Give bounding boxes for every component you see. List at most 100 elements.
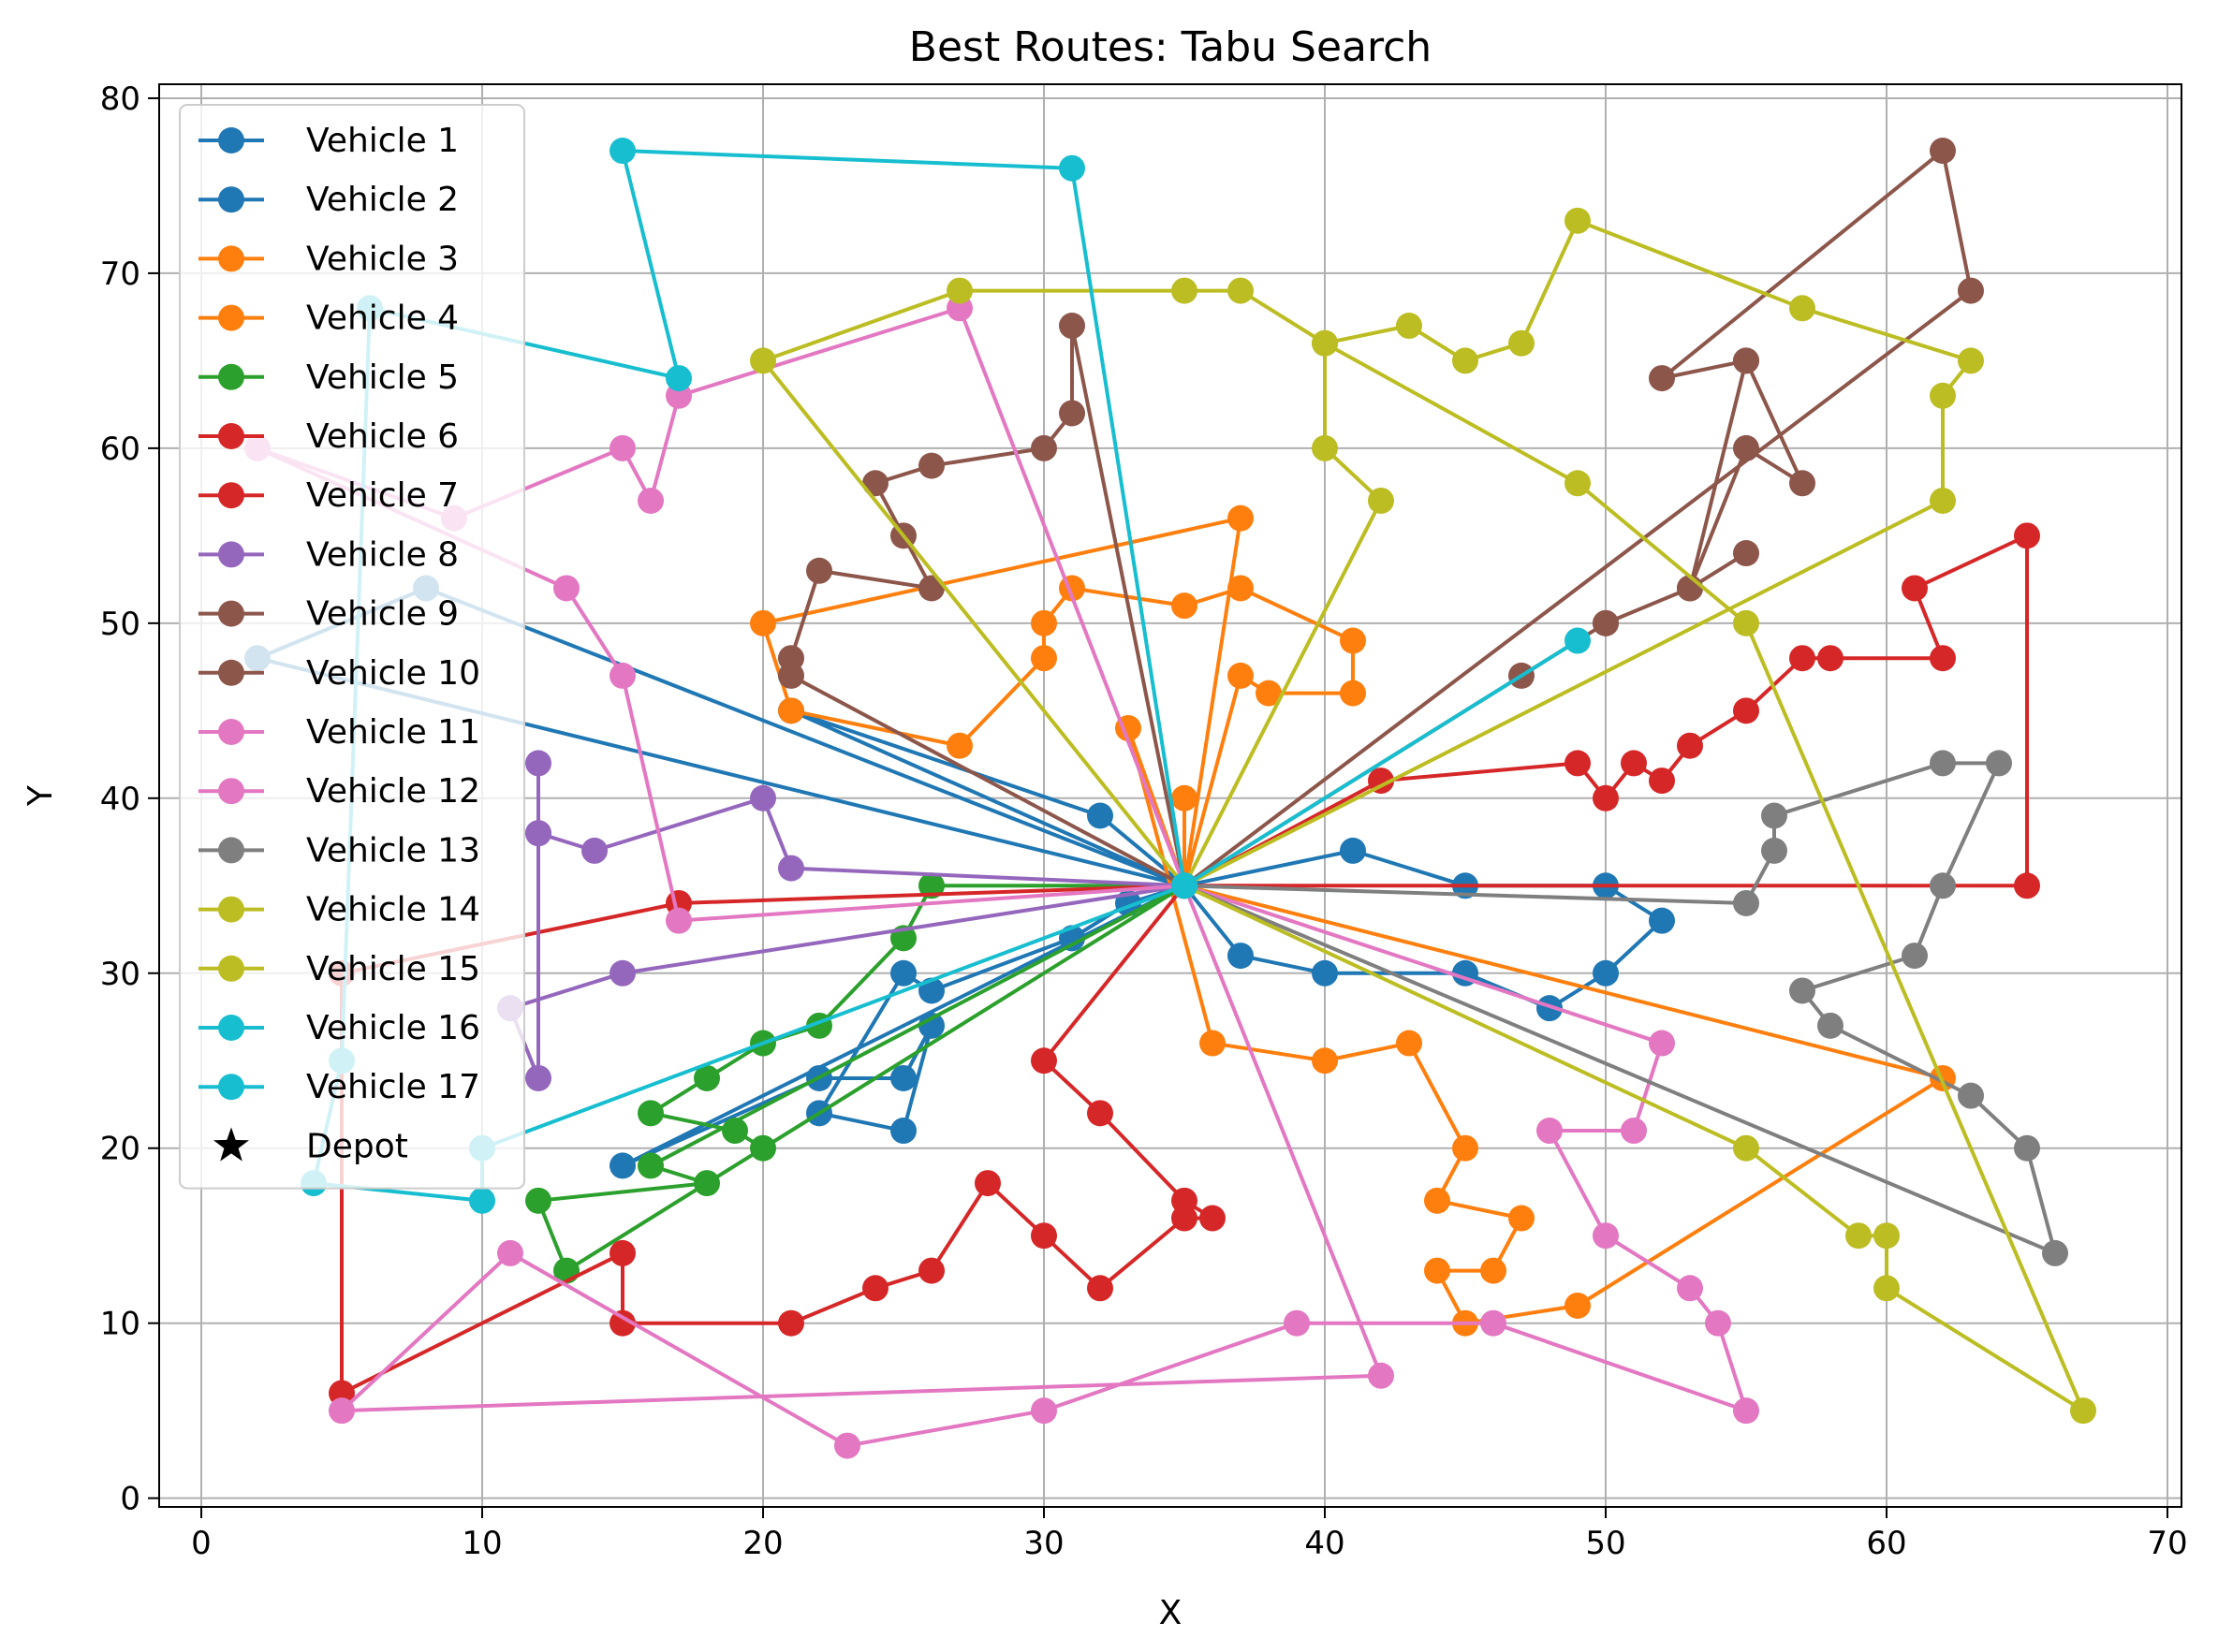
route-point — [694, 1064, 720, 1091]
route-point — [1340, 627, 1366, 654]
route-point — [750, 609, 776, 636]
route-point — [1930, 382, 1956, 409]
y-tick-label: 20 — [100, 1131, 140, 1168]
y-tick-label: 70 — [100, 256, 140, 293]
legend-item-depot: Depot — [213, 1127, 408, 1165]
legend-item: Vehicle 9 — [198, 595, 459, 634]
route-point — [1256, 680, 1282, 707]
route-point — [1312, 434, 1338, 461]
route-point — [1424, 1187, 1450, 1214]
legend-label: Vehicle 13 — [306, 831, 480, 870]
x-tick-label: 70 — [2147, 1525, 2187, 1562]
route-point — [1171, 1205, 1197, 1232]
route-point — [834, 1432, 860, 1459]
legend-box — [179, 104, 525, 1190]
route-point — [1789, 977, 1815, 1004]
legend-label: Vehicle 7 — [306, 476, 459, 515]
route-line — [789, 149, 1973, 888]
route-point — [1340, 680, 1366, 707]
route-point — [525, 1187, 551, 1214]
route-point — [750, 347, 776, 374]
legend-label: Depot — [306, 1127, 408, 1165]
route-point — [1564, 1292, 1591, 1319]
route-point — [1031, 434, 1057, 461]
route-point — [750, 784, 776, 811]
legend-marker — [218, 778, 244, 805]
route-point — [638, 487, 664, 514]
route-point — [610, 662, 636, 689]
route-point — [1845, 1222, 1872, 1250]
route-point — [1171, 277, 1197, 304]
route-point — [1733, 1134, 1759, 1162]
legend-marker — [218, 304, 244, 331]
route-point — [1340, 837, 1366, 864]
route-point — [497, 1239, 523, 1266]
route-point — [1649, 365, 1675, 392]
route-point — [1873, 1222, 1900, 1250]
y-tick-label: 50 — [100, 606, 140, 643]
route-point — [581, 837, 608, 864]
route-point — [1958, 347, 1984, 374]
route-point — [525, 1064, 551, 1091]
legend-item: Vehicle 4 — [198, 300, 459, 338]
y-tick-label: 80 — [100, 80, 140, 118]
x-axis-label: X — [1159, 1594, 1182, 1632]
route-point — [2070, 1397, 2096, 1425]
route-point — [2042, 1239, 2068, 1266]
route-point — [750, 1134, 776, 1162]
route-point — [610, 1152, 636, 1179]
route-point — [2014, 522, 2040, 549]
y-axis-label: Y — [22, 784, 60, 807]
route-point — [1059, 313, 1085, 340]
route-point — [862, 470, 889, 497]
route-point — [1930, 487, 1956, 514]
route-point — [778, 855, 804, 882]
legend-item: Vehicle 16 — [198, 1009, 480, 1047]
legend-item: Vehicle 15 — [198, 950, 480, 988]
route-point — [1171, 592, 1197, 620]
route-point — [610, 959, 636, 987]
route-point — [1227, 504, 1254, 532]
legend-label: Vehicle 12 — [306, 772, 480, 811]
legend-label: Vehicle 11 — [306, 713, 480, 752]
route-point — [525, 820, 551, 847]
legend-marker — [218, 541, 244, 568]
legend-item: Vehicle 1 — [198, 122, 459, 160]
route-point — [1480, 1257, 1506, 1284]
series-vehicle-17 — [1171, 627, 1591, 899]
route-point — [1677, 1275, 1703, 1302]
legend-marker — [218, 1074, 244, 1101]
route-point — [1958, 277, 1984, 304]
route-point — [1396, 313, 1422, 340]
route-point — [1536, 995, 1563, 1022]
legend-item: Vehicle 12 — [198, 772, 480, 811]
legend-label: Vehicle 15 — [306, 950, 480, 988]
legend-label: Vehicle 4 — [306, 300, 459, 338]
route-point — [1227, 575, 1254, 602]
y-tick-label: 30 — [100, 956, 140, 993]
route-point — [1621, 1118, 1647, 1145]
route-point — [1368, 487, 1394, 514]
route-point — [610, 1309, 636, 1337]
legend-label: Vehicle 9 — [306, 595, 459, 634]
route-point — [1087, 1100, 1113, 1127]
route-point — [1986, 750, 2012, 777]
legend-label: Vehicle 10 — [306, 654, 480, 693]
legend-marker — [218, 837, 244, 864]
route-point — [469, 1187, 495, 1214]
route-point — [1227, 662, 1254, 689]
route-point — [1593, 959, 1619, 987]
route-point — [1789, 295, 1815, 322]
route-point — [918, 575, 945, 602]
route-line — [340, 884, 1214, 1396]
chart-title: Best Routes: Tabu Search — [909, 23, 1432, 71]
route-point — [1677, 575, 1703, 602]
legend-label: Vehicle 5 — [306, 358, 459, 397]
route-point — [610, 1239, 636, 1266]
x-tick-label: 20 — [742, 1525, 783, 1562]
route-point — [1593, 1222, 1619, 1250]
route-point — [1171, 872, 1197, 899]
route-point — [1031, 1047, 1057, 1075]
legend-item: Vehicle 10 — [198, 654, 480, 693]
route-point — [1930, 750, 1956, 777]
